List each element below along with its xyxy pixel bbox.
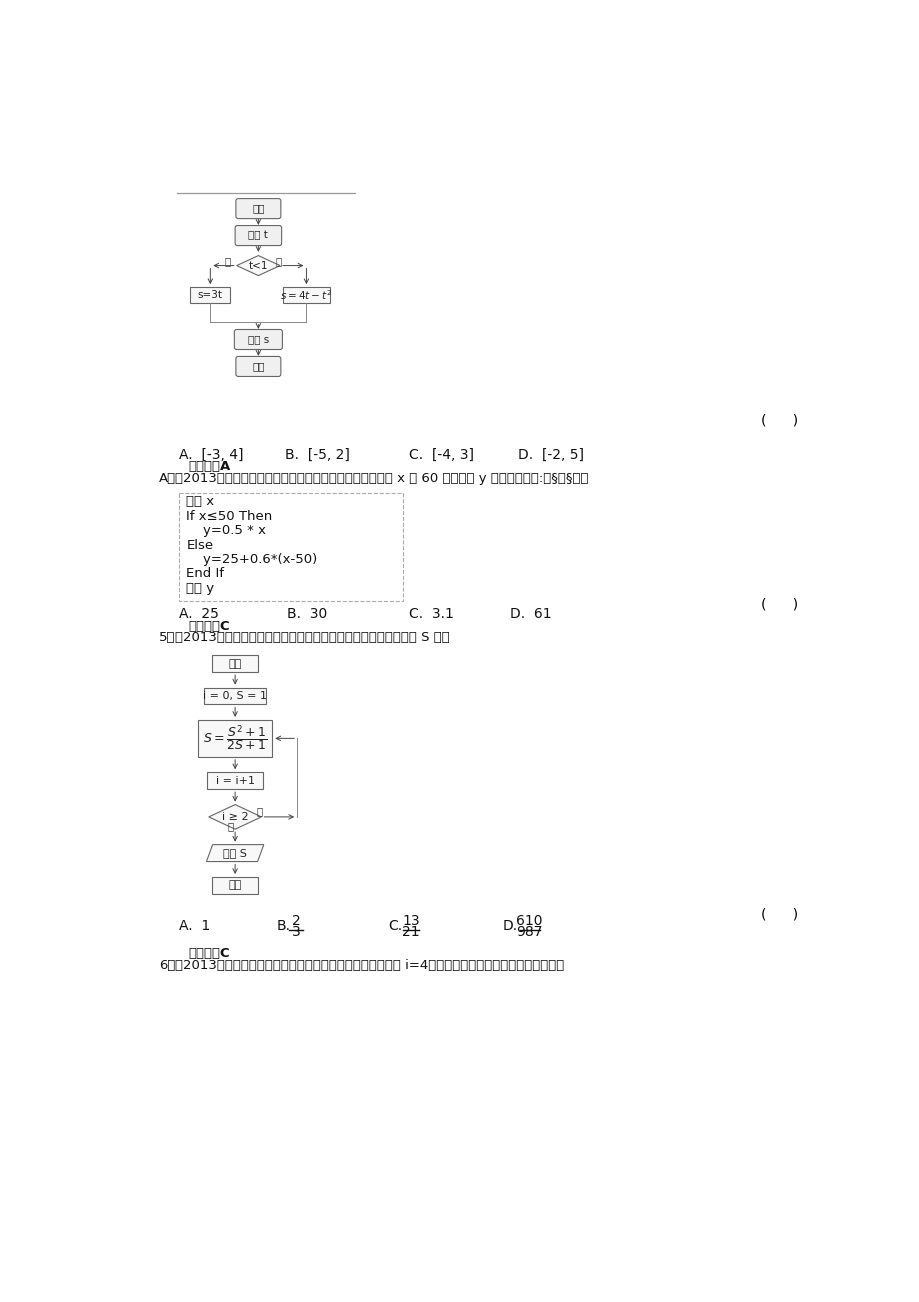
FancyBboxPatch shape bbox=[235, 225, 281, 246]
Bar bbox=[178, 492, 403, 600]
Text: 结束: 结束 bbox=[228, 880, 242, 891]
Text: 987: 987 bbox=[516, 926, 542, 939]
Text: 开始: 开始 bbox=[228, 659, 242, 669]
Text: （2013年高考陕西卷（文））根据下列算法语句，当输入 x 为 60 时，输出 y 的値为［来源:学§科§网］: （2013年高考陕西卷（文））根据下列算法语句，当输入 x 为 60 时，输出 … bbox=[175, 471, 587, 484]
Text: 输出 y: 输出 y bbox=[186, 582, 214, 595]
Text: (      ): ( ) bbox=[761, 413, 798, 427]
FancyBboxPatch shape bbox=[235, 199, 280, 219]
Text: 输入 t: 输入 t bbox=[248, 230, 268, 241]
Text: 结束: 结束 bbox=[252, 362, 265, 371]
Bar bbox=[198, 720, 272, 756]
Text: y=25+0.6*(x-50): y=25+0.6*(x-50) bbox=[186, 553, 317, 566]
Text: (      ): ( ) bbox=[761, 598, 798, 612]
Text: A.  1: A. 1 bbox=[178, 919, 210, 934]
Text: 输出 S: 输出 S bbox=[223, 848, 247, 858]
Text: (      ): ( ) bbox=[761, 907, 798, 922]
Text: $s=4t-t^2$: $s=4t-t^2$ bbox=[280, 288, 332, 302]
Text: y=0.5 * x: y=0.5 * x bbox=[186, 525, 266, 538]
Bar bbox=[190, 288, 231, 302]
Text: s=3t: s=3t bbox=[198, 290, 222, 299]
Text: End If: End If bbox=[186, 568, 224, 581]
Text: i ≥ 2: i ≥ 2 bbox=[221, 812, 248, 822]
Text: A.  25: A. 25 bbox=[178, 607, 218, 621]
FancyBboxPatch shape bbox=[235, 357, 280, 376]
Text: t<1: t<1 bbox=[248, 260, 267, 271]
Polygon shape bbox=[206, 845, 264, 862]
Polygon shape bbox=[209, 805, 261, 829]
Text: 13: 13 bbox=[402, 914, 419, 928]
Text: （2013年高考江西卷（文））阅读如下程序框图，如果输出 i=4，那么空白的判断框中应填入的条件是: （2013年高考江西卷（文））阅读如下程序框图，如果输出 i=4，那么空白的判断… bbox=[175, 958, 563, 971]
Text: D.  [-2, 5]: D. [-2, 5] bbox=[517, 448, 584, 462]
Text: 2: 2 bbox=[291, 914, 301, 928]
Text: （2013年高考北京卷（文））执行如图所示的程序框图，输出的 S 値为: （2013年高考北京卷（文））执行如图所示的程序框图，输出的 S 値为 bbox=[175, 631, 449, 644]
Polygon shape bbox=[236, 255, 279, 276]
Text: 输入 x: 输入 x bbox=[186, 496, 214, 509]
Text: 是: 是 bbox=[227, 822, 233, 831]
Text: Else: Else bbox=[186, 539, 213, 552]
Bar bbox=[211, 878, 258, 894]
Text: 3: 3 bbox=[291, 926, 301, 939]
Text: B.: B. bbox=[276, 919, 289, 934]
Text: 21: 21 bbox=[402, 926, 419, 939]
Text: 5．: 5． bbox=[159, 631, 176, 644]
Text: 【答案】C: 【答案】C bbox=[188, 620, 230, 633]
Text: 610: 610 bbox=[516, 914, 542, 928]
FancyBboxPatch shape bbox=[234, 329, 282, 349]
Text: 否: 否 bbox=[275, 256, 281, 266]
Text: A．: A． bbox=[159, 471, 176, 484]
Text: i = 0, S = 1: i = 0, S = 1 bbox=[203, 691, 267, 700]
Text: If x≤50 Then: If x≤50 Then bbox=[186, 510, 272, 523]
Text: B.  [-5, 2]: B. [-5, 2] bbox=[285, 448, 350, 462]
Bar bbox=[207, 772, 263, 789]
Text: 是: 是 bbox=[224, 256, 231, 266]
Text: 否: 否 bbox=[256, 806, 263, 816]
Bar bbox=[204, 687, 266, 704]
Bar bbox=[283, 288, 329, 302]
Text: D.: D. bbox=[502, 919, 517, 934]
Text: D.  61: D. 61 bbox=[510, 607, 551, 621]
Text: C.  [-4, 3]: C. [-4, 3] bbox=[409, 448, 474, 462]
Text: B.  30: B. 30 bbox=[287, 607, 327, 621]
Bar bbox=[211, 655, 258, 672]
Text: C.  3.1: C. 3.1 bbox=[409, 607, 454, 621]
Text: 输出 s: 输出 s bbox=[247, 335, 268, 345]
Text: C.: C. bbox=[388, 919, 402, 934]
Text: 开始: 开始 bbox=[252, 203, 265, 214]
Text: $S = \dfrac{S^2+1}{2S+1}$: $S = \dfrac{S^2+1}{2S+1}$ bbox=[203, 724, 267, 753]
Text: 【答案】C: 【答案】C bbox=[188, 947, 230, 960]
Text: i = i+1: i = i+1 bbox=[215, 776, 255, 785]
Text: A.  [-3, 4]: A. [-3, 4] bbox=[178, 448, 243, 462]
Text: 【答案】A: 【答案】A bbox=[188, 461, 231, 474]
Text: 6．: 6． bbox=[159, 958, 176, 971]
